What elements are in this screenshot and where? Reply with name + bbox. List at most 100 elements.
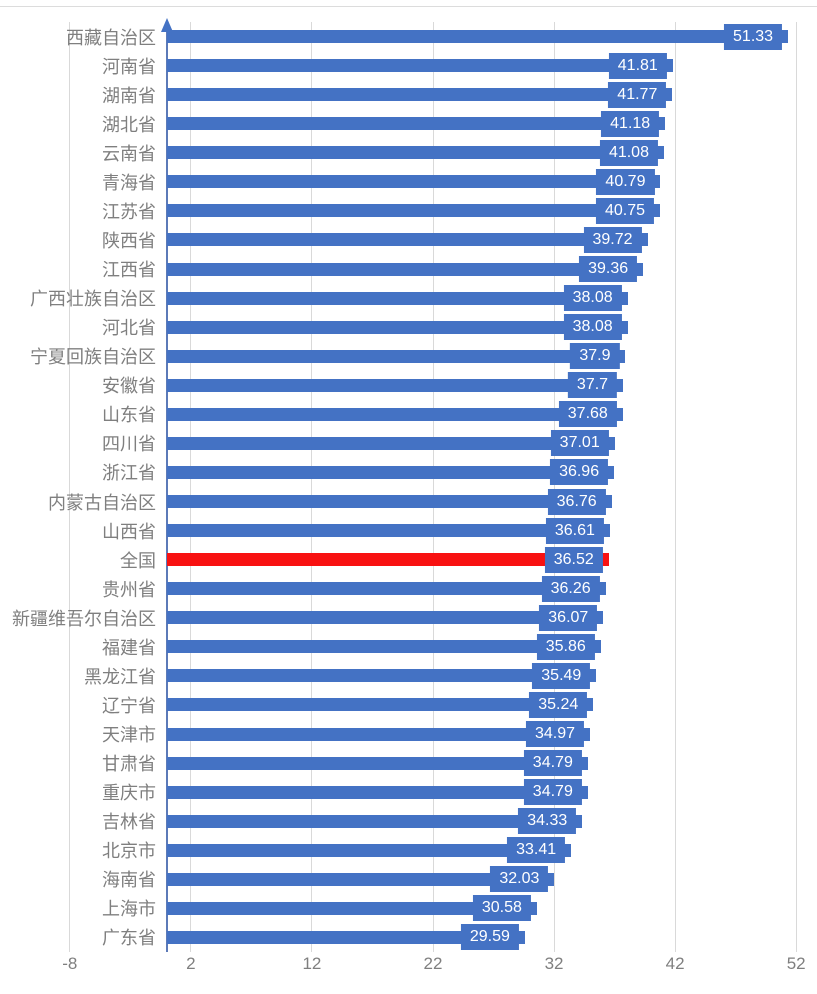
value-label: 34.33 [518,808,577,835]
bar [166,727,590,741]
bar [166,262,644,276]
gridline [432,22,434,952]
gridline [69,22,71,952]
value-label: 35.24 [529,691,588,718]
bar [166,320,628,334]
value-label: 30.58 [472,895,531,922]
bar [166,465,615,479]
value-label: 38.08 [563,285,622,312]
value-label: 29.59 [460,924,519,951]
category-label: 新疆维吾尔自治区 [12,608,156,629]
bar [166,175,661,189]
bar [166,785,588,799]
category-label: 浙江省 [102,463,156,484]
value-label: 37.68 [558,401,617,428]
bar [166,233,648,247]
gridline [553,22,555,952]
bar [166,59,673,73]
bar [166,669,597,683]
category-label: 吉林省 [102,812,156,833]
y-axis-line [165,30,168,952]
bar [166,843,572,857]
value-label: 36.52 [544,546,603,573]
bar [166,524,610,538]
gridline [674,22,676,952]
bar [166,640,601,654]
value-label: 41.08 [599,139,658,166]
bar [166,407,623,421]
value-label: 36.07 [539,604,598,631]
bar [166,378,624,392]
x-tick-label: 52 [786,954,806,973]
category-label: 四川省 [102,434,156,455]
value-label: 36.96 [550,459,609,486]
x-tick-label: 32 [544,954,564,973]
value-label: 32.03 [490,866,549,893]
category-label: 甘肃省 [102,754,156,775]
bar [166,146,664,160]
category-label: 江苏省 [102,201,156,222]
gridline [311,22,313,952]
x-tick-label: -8 [62,954,78,973]
bar [166,814,583,828]
bar [166,698,594,712]
category-label: 北京市 [102,841,156,862]
category-label: 云南省 [102,143,156,164]
x-tick-label: 22 [423,954,443,973]
value-label: 40.79 [596,168,655,195]
category-label: 青海省 [102,172,156,193]
category-label: 湖北省 [102,114,156,135]
value-label: 51.33 [724,23,783,50]
category-label: 重庆市 [102,783,156,804]
value-label: 41.77 [608,81,667,108]
bar [166,88,673,102]
value-label: 37.7 [567,372,618,399]
bar [166,901,537,915]
bar [166,30,789,44]
bar [166,582,606,596]
category-label: 湖南省 [102,85,156,106]
gridline [795,22,797,952]
category-label: 贵州省 [102,579,156,600]
value-label: 39.36 [579,256,638,283]
bar [166,291,628,305]
category-label: 河南省 [102,56,156,77]
value-label: 41.18 [601,110,660,137]
bar [166,611,604,625]
x-tick-label: 2 [186,954,196,973]
category-label: 福建省 [102,637,156,658]
category-label: 全国 [120,550,156,571]
value-label: 37.01 [550,430,609,457]
x-tick-label: 12 [302,954,322,973]
value-label: 38.08 [563,314,622,341]
category-label: 内蒙古自治区 [48,492,156,513]
value-label: 34.79 [523,779,582,806]
chart-top-border [0,6,817,7]
value-label: 39.72 [583,226,642,253]
category-label: 黑龙江省 [84,666,156,687]
bar [166,436,615,450]
bar [166,756,588,770]
category-label: 江西省 [102,260,156,281]
category-label: 辽宁省 [102,695,156,716]
value-label: 35.86 [536,633,595,660]
x-tick-label: 42 [665,954,685,973]
category-label: 海南省 [102,870,156,891]
value-label: 36.61 [545,517,604,544]
value-label: 37.9 [570,343,620,370]
category-label: 上海市 [102,899,156,920]
category-label: 山东省 [102,405,156,426]
value-label: 34.97 [525,721,585,748]
value-label: 34.79 [523,750,582,777]
bar [166,117,666,131]
bar [166,872,555,886]
value-label: 35.49 [532,662,591,689]
bar-highlight [166,553,609,567]
category-label: 广西壮族自治区 [30,289,156,310]
value-label: 33.41 [507,837,566,864]
value-label: 41.81 [608,52,667,79]
category-label: 河北省 [102,318,156,339]
bar [166,495,612,509]
category-label: 陕西省 [102,230,156,251]
